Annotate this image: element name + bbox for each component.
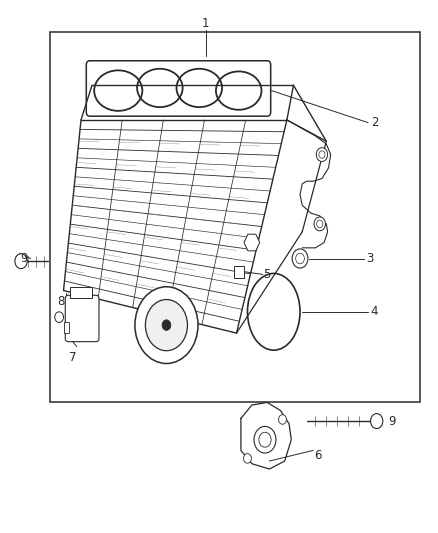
Circle shape	[319, 151, 325, 158]
Bar	[50, 32, 420, 402]
Text: 2: 2	[371, 116, 378, 129]
Circle shape	[15, 254, 27, 269]
Text: 3: 3	[367, 252, 374, 265]
Circle shape	[162, 320, 171, 330]
Bar	[70, 287, 92, 298]
Circle shape	[244, 454, 251, 463]
Text: 9: 9	[20, 252, 28, 265]
Circle shape	[259, 432, 271, 447]
Text: 7: 7	[68, 351, 76, 364]
Circle shape	[135, 287, 198, 364]
Text: 9: 9	[388, 415, 396, 427]
Circle shape	[55, 312, 64, 322]
Circle shape	[254, 426, 276, 453]
Text: 4: 4	[371, 305, 378, 318]
Text: 1: 1	[202, 18, 210, 30]
Circle shape	[292, 249, 308, 268]
Circle shape	[371, 414, 383, 429]
Circle shape	[279, 415, 286, 424]
Text: 6: 6	[314, 449, 321, 462]
Text: 8: 8	[58, 295, 65, 308]
Bar	[64, 322, 69, 333]
Text: 5: 5	[264, 268, 271, 281]
Circle shape	[296, 253, 304, 264]
Bar	[234, 266, 244, 278]
Circle shape	[314, 217, 325, 231]
FancyBboxPatch shape	[65, 295, 99, 342]
Circle shape	[316, 148, 328, 161]
Circle shape	[145, 300, 187, 351]
Circle shape	[317, 220, 323, 228]
